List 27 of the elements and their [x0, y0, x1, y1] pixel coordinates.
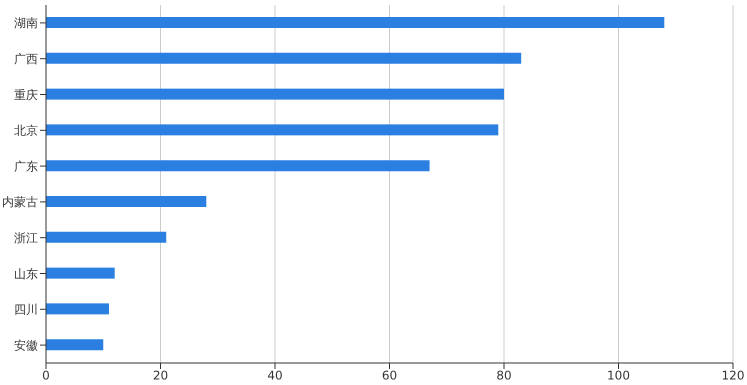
bar	[46, 232, 166, 243]
x-tick-label: 120	[722, 368, 744, 383]
y-tick-label: 四川	[14, 302, 38, 317]
bar	[46, 303, 109, 314]
y-tick-label: 重庆	[14, 88, 38, 102]
y-tick-label: 浙江	[14, 230, 38, 245]
x-tick-label: 100	[607, 368, 630, 383]
x-tick-label: 60	[382, 368, 398, 383]
bar	[46, 196, 206, 207]
bar	[46, 88, 504, 100]
x-tick-label: 20	[152, 368, 168, 383]
bar	[46, 339, 104, 350]
bar	[46, 52, 522, 64]
bar	[46, 17, 664, 28]
y-tick-label: 山东	[14, 266, 38, 281]
y-tick-label: 广西	[14, 52, 38, 66]
bar	[46, 268, 115, 279]
y-tick-label: 湖南	[14, 16, 38, 30]
x-tick-label: 0	[42, 368, 50, 383]
y-tick-label: 北京	[14, 124, 38, 138]
x-tick-label: 80	[496, 368, 512, 383]
x-tick-label: 40	[267, 368, 283, 383]
y-tick-label: 内蒙古	[2, 195, 38, 210]
bar	[46, 160, 430, 172]
y-tick-label: 安徽	[14, 338, 38, 352]
y-tick-label: 广东	[14, 159, 38, 174]
bar	[46, 124, 498, 136]
